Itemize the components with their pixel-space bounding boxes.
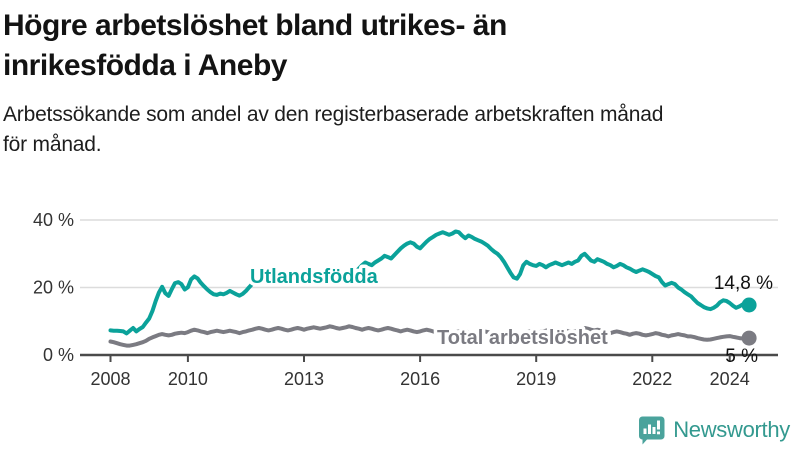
x-tick-label: 2024	[710, 369, 750, 389]
series-end-dot	[741, 330, 757, 346]
chart-header: Högre arbetslöshet bland utrikes- än inri…	[3, 0, 797, 160]
chart-series	[108, 229, 757, 348]
x-tick-label: 2010	[168, 369, 208, 389]
subtitle-line-1: Arbetssökande som andel av den registerb…	[3, 103, 664, 126]
gridlines	[80, 219, 778, 289]
newsworthy-logo-icon	[639, 416, 665, 444]
end-value-label-utlandsfodda: 14,8 %	[714, 273, 773, 294]
logo-bar-1	[643, 428, 647, 434]
series-label-total: Total arbetslöshet	[437, 327, 608, 349]
y-tick-label-0: 0 %	[43, 345, 74, 365]
x-tick-labels: 2008 2010 2013 2016 2019 2022 2024	[90, 369, 749, 389]
brand-name: Newsworthy	[673, 417, 790, 442]
y-tick-label-20: 20 %	[33, 278, 74, 298]
x-tick-label: 2008	[90, 369, 130, 389]
logo-bar-2	[648, 424, 652, 434]
x-tick-label: 2019	[516, 369, 556, 389]
subtitle-line-2: för månad.	[3, 133, 102, 156]
newsworthy-logo[interactable]: Newsworthy	[637, 414, 790, 446]
end-value-label-total: 5 %	[725, 346, 758, 367]
series-end-dot	[741, 297, 757, 313]
series-label-utlandsfodda: Utlandsfödda	[250, 266, 379, 288]
x-tick-label: 2013	[284, 369, 324, 389]
x-tick-label: 2022	[632, 369, 672, 389]
title-line-1: Högre arbetslöshet bland utrikes- än	[3, 9, 507, 42]
x-tick-label: 2016	[400, 369, 440, 389]
page-title: Högre arbetslöshet bland utrikes- än inri…	[3, 6, 797, 86]
chart-subtitle: Arbetssökande som andel av den registerb…	[3, 100, 797, 160]
chart-svg: 2008 2010 2013 2016 2019 2022 2024 40 % 20 % 0…	[33, 210, 778, 389]
logo-exclamation-dot	[657, 431, 661, 434]
line-chart: 2008 2010 2013 2016 2019 2022 2024 40 % 20 % 0…	[0, 195, 800, 400]
logo-bar-3	[652, 426, 656, 434]
x-axis	[80, 353, 778, 362]
title-line-2: inrikesfödda i Aneby	[3, 49, 287, 82]
logo-exclamation-bar	[657, 420, 661, 429]
y-tick-label-40: 40 %	[33, 210, 74, 230]
